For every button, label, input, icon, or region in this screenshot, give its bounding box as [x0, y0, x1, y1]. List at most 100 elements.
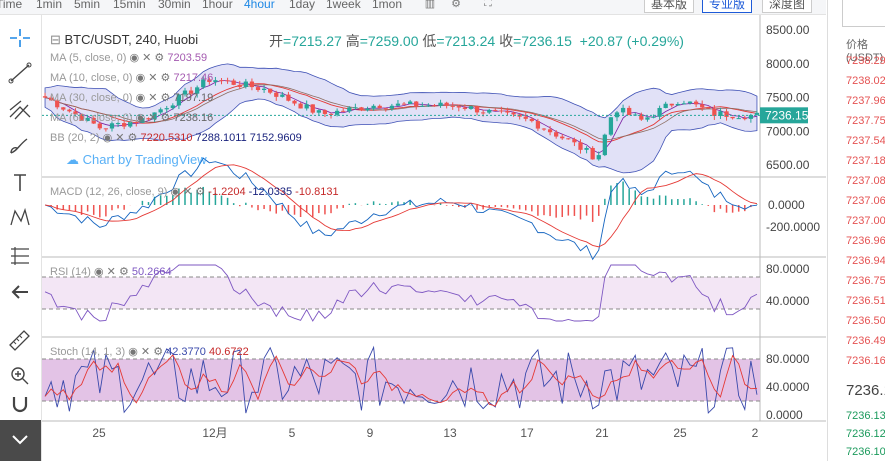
ask-price[interactable]: 7236.96 — [846, 235, 885, 247]
candle-body — [377, 105, 382, 109]
candle-body — [55, 100, 60, 108]
candle-body — [207, 79, 212, 82]
current-price-label: 7236.15 — [765, 108, 809, 122]
rsi-axis-label: 40.0000 — [766, 294, 810, 308]
prediction-icon[interactable] — [6, 243, 34, 269]
candle-body — [170, 105, 175, 109]
rsi-legend: RSI (14) ◉ ✕ ⚙ 50.2664 — [50, 266, 172, 278]
timeframe-1min[interactable]: 1min — [36, 0, 63, 11]
stoch-axis-label: 80.0000 — [766, 352, 810, 366]
timeframe-5min[interactable]: 5min — [74, 0, 101, 11]
timeframe-1week[interactable]: 1week — [326, 0, 361, 11]
pattern-icon[interactable] — [6, 205, 34, 231]
orderbook-tab[interactable] — [842, 0, 885, 27]
collapse-legend-icon[interactable]: ⊟ — [50, 32, 65, 47]
candle-body — [596, 155, 601, 160]
ask-price[interactable]: 7236.49 — [846, 335, 885, 347]
drawing-toolbar — [0, 15, 42, 461]
candle-body — [274, 92, 279, 97]
close-value: 7236.15 — [521, 33, 572, 49]
bid-price[interactable]: 7236.12 — [846, 428, 885, 440]
ask-price[interactable]: 7238.29 — [846, 55, 885, 67]
candle-body — [334, 110, 340, 115]
trend-line-icon[interactable] — [6, 60, 34, 86]
candle-body — [67, 109, 72, 112]
bb-basis-value: 7220.5310 — [140, 132, 193, 144]
settings-icon[interactable]: ⚙ — [451, 0, 461, 10]
candle-body — [286, 94, 291, 101]
open-label: 开 — [269, 33, 283, 49]
date-axis-label: 25 — [92, 426, 106, 440]
candle-body — [213, 80, 218, 82]
ask-price[interactable]: 7238.02 — [846, 75, 885, 87]
price-axis-label: 8500.00 — [766, 23, 810, 37]
bid-price[interactable]: 7236.13 — [846, 410, 885, 422]
text-icon[interactable] — [6, 170, 34, 196]
magnet-icon[interactable] — [6, 391, 34, 417]
price-axis-label: 6500.00 — [766, 158, 810, 172]
timeframe-bar: Time 1min 5min 15min 30min 1hour 4hour 1… — [0, 0, 826, 15]
candle-body — [675, 104, 680, 106]
candle-body — [584, 147, 589, 150]
candle-body — [620, 107, 626, 113]
ask-price[interactable]: 7236.75 — [846, 275, 885, 287]
pitchfork-icon[interactable] — [6, 97, 34, 123]
candle-body — [268, 88, 273, 93]
timeframe-15min[interactable]: 15min — [113, 0, 146, 11]
ask-price[interactable]: 7237.18 — [846, 155, 885, 167]
back-arrow-icon[interactable] — [6, 279, 34, 305]
bid-price[interactable]: 7236.10 — [846, 446, 885, 458]
depth-chart-button[interactable]: 深度图 — [762, 0, 813, 13]
ask-price[interactable]: 7237.96 — [846, 95, 885, 107]
candle-body — [657, 107, 662, 117]
timeframe-1hour[interactable]: 1hour — [202, 0, 233, 11]
pro-version-button[interactable]: 专业版 — [702, 0, 753, 13]
ma30-value: 7197.19 — [173, 92, 214, 104]
orderbook-last-price: 7236.15 — [846, 382, 885, 399]
candle-body — [322, 110, 328, 114]
candle-body — [572, 139, 577, 143]
ask-price[interactable]: 7236.94 — [846, 255, 885, 267]
timeframe-30min[interactable]: 30min — [158, 0, 191, 11]
timeframe-1mon[interactable]: 1mon — [372, 0, 403, 11]
candle-body — [578, 142, 583, 150]
macd-hist-value: -1.2204 — [208, 186, 246, 198]
candle-body — [140, 118, 145, 123]
orderbook-header: 价格 (USDT) — [846, 39, 884, 64]
candle-body — [462, 107, 468, 109]
ask-price[interactable]: 7236.51 — [846, 295, 885, 307]
ruler-icon[interactable] — [6, 327, 34, 353]
fullscreen-icon[interactable]: ⛶ — [484, 0, 492, 9]
date-axis-label: 13 — [443, 426, 457, 440]
ask-price[interactable]: 7237.06 — [846, 195, 885, 207]
candle-body — [316, 110, 321, 113]
candle-body — [687, 101, 693, 104]
basic-version-button[interactable]: 基本版 — [644, 0, 695, 13]
high-label: 高 — [345, 33, 360, 49]
date-axis-label: 2 — [752, 426, 759, 440]
candle-body — [61, 107, 66, 110]
stoch-axis-label: 0.0000 — [766, 408, 803, 422]
zoom-in-icon[interactable] — [6, 363, 34, 389]
chart-type-icon[interactable]: ▥ — [424, 0, 436, 10]
candle-body — [371, 105, 376, 109]
collapse-toolbar-button[interactable] — [0, 420, 41, 461]
ask-price[interactable]: 7237.08 — [846, 175, 885, 187]
candle-body — [298, 103, 303, 109]
chart-canvas[interactable]: 7236.15 8500.00 8000.00 7500.00 7000.00 6500.… — [42, 15, 826, 461]
chevron-down-icon — [12, 435, 28, 445]
brush-icon[interactable] — [6, 133, 34, 159]
ask-price[interactable]: 7236.16 — [846, 355, 885, 367]
crosshair-icon[interactable] — [6, 25, 34, 51]
ask-price[interactable]: 7236.50 — [846, 315, 885, 327]
timeframe-1day[interactable]: 1day — [289, 0, 316, 11]
ask-price[interactable]: 7237.75 — [846, 115, 885, 127]
ask-price[interactable]: 7237.00 — [846, 215, 885, 227]
candle-body — [651, 116, 656, 118]
candle-body — [438, 102, 443, 106]
tradingview-chart[interactable]: 7236.15 8500.00 8000.00 7500.00 7000.00 6500.… — [42, 15, 826, 461]
ask-price[interactable]: 7237.54 — [846, 135, 885, 147]
date-axis-label: 25 — [673, 426, 687, 440]
candle-body — [614, 112, 620, 118]
timeframe-4hour[interactable]: 4hour — [244, 0, 275, 11]
